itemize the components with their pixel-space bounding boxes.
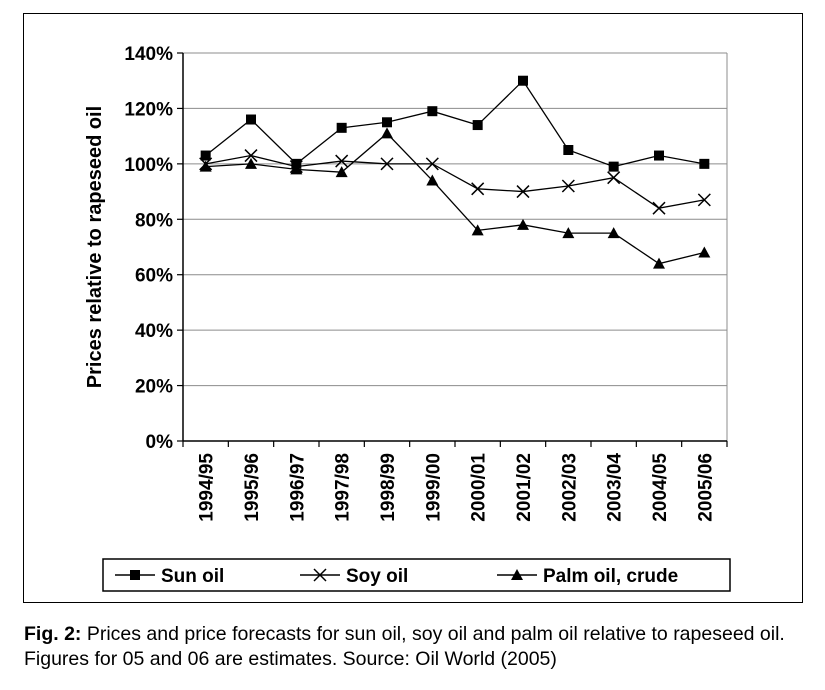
series-line-soy-oil <box>205 154 705 209</box>
data-point-sun-oil <box>427 106 438 117</box>
data-point-sun-oil <box>382 117 392 128</box>
data-point-soy-oil <box>244 149 258 163</box>
data-point-palm-oil-crude <box>335 166 348 178</box>
legend-box <box>102 558 731 592</box>
y-axis-title: Prices relative to rapeseed oil <box>84 106 106 388</box>
legend-marker <box>313 568 327 582</box>
figure-frame <box>23 13 803 603</box>
data-point-palm-oil-crude <box>381 127 393 139</box>
data-point-soy-oil <box>425 157 439 171</box>
x-tick-label: 1994/95 <box>197 453 218 522</box>
data-point-palm-oil-crude <box>290 163 303 175</box>
series-lines <box>199 75 711 269</box>
x-tick-label: 2005/06 <box>695 453 716 522</box>
x-tick-label: 2004/05 <box>650 453 671 522</box>
series-line-palm-oil-crude <box>205 132 705 265</box>
x-tick-label: 1997/98 <box>333 453 354 522</box>
y-tick-label: 120% <box>124 99 173 120</box>
x-tick-label: 1995/96 <box>242 453 263 522</box>
data-point-palm-oil-crude <box>698 246 711 258</box>
data-point-soy-oil <box>561 179 575 193</box>
x-tick-label: 2003/04 <box>605 453 626 522</box>
data-point-palm-oil-crude <box>245 157 257 169</box>
data-point-sun-oil <box>699 158 710 169</box>
figure-caption: Fig. 2: Prices and price forecasts for s… <box>24 622 814 672</box>
axes: 0% 20% 40% 60% 80% 100% 120% 140% 1994/95 1995/96… <box>84 44 728 522</box>
data-point-sun-oil <box>518 75 528 86</box>
data-point-palm-oil-crude <box>562 227 575 239</box>
x-tick-label: 2002/03 <box>559 453 580 522</box>
data-point-sun-oil <box>200 150 211 161</box>
data-point-sun-oil <box>336 122 347 133</box>
y-tick-label: 20% <box>135 377 173 398</box>
x-tick-label: 2001/02 <box>514 453 535 522</box>
data-point-palm-oil-crude <box>426 174 439 186</box>
legend-label: Sun oil <box>161 566 224 587</box>
legend-marker <box>130 570 140 580</box>
x-tick-label: 1999/00 <box>423 453 444 522</box>
legend-marker <box>511 569 523 580</box>
legend-entry-palm-oil-crude: Palm oil, crude <box>497 566 678 587</box>
y-tick-label: 140% <box>124 44 173 65</box>
y-tick-label: 60% <box>135 266 173 287</box>
series-palm-oil-crude <box>199 127 711 269</box>
caption-text: Prices and price forecasts for sun oil, … <box>24 623 785 670</box>
data-point-soy-oil <box>607 171 621 185</box>
gridlines <box>183 52 727 387</box>
data-point-palm-oil-crude <box>607 227 620 239</box>
data-point-soy-oil <box>652 201 666 215</box>
data-point-sun-oil <box>563 145 574 155</box>
data-point-sun-oil <box>246 114 256 125</box>
line-chart: 0% 20% 40% 60% 80% 100% 120% 140% 1994/95 1995/96… <box>84 44 731 592</box>
data-point-palm-oil-crude <box>517 218 529 230</box>
series-sun-oil <box>200 75 710 172</box>
data-point-soy-oil <box>471 182 485 196</box>
data-point-soy-oil <box>380 157 394 171</box>
legend-entry-sun-oil: Sun oil <box>115 566 224 587</box>
x-tick-label: 1996/97 <box>287 453 308 522</box>
legend-label: Palm oil, crude <box>543 566 678 587</box>
y-tick-label: 80% <box>135 210 173 231</box>
data-point-sun-oil <box>608 161 619 172</box>
y-tick-label: 0% <box>146 432 174 453</box>
data-point-palm-oil-crude <box>471 224 484 236</box>
series-line-sun-oil <box>205 79 705 168</box>
data-point-sun-oil <box>472 120 483 131</box>
x-tick-label: 2000/01 <box>469 453 490 522</box>
legend-label: Soy oil <box>346 566 408 587</box>
data-point-soy-oil <box>335 154 349 168</box>
data-point-palm-oil-crude <box>653 257 665 269</box>
caption-label: Fig. 2: <box>24 623 82 645</box>
series-soy-oil <box>199 149 711 215</box>
data-point-palm-oil-crude <box>199 160 212 172</box>
y-tick-label: 40% <box>135 321 173 342</box>
x-tick-label: 1998/99 <box>378 453 399 522</box>
data-point-soy-oil <box>697 193 711 207</box>
data-point-soy-oil <box>516 185 530 199</box>
y-tick-label: 100% <box>124 155 173 176</box>
legend: Sun oil Soy oil Palm oil, crude <box>102 558 731 592</box>
data-point-sun-oil <box>654 150 664 161</box>
legend-entry-soy-oil: Soy oil <box>300 566 408 587</box>
